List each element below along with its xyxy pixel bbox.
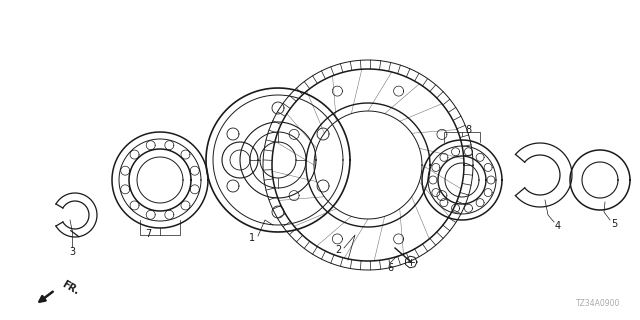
Text: 3: 3	[69, 247, 75, 257]
Text: 2: 2	[335, 245, 341, 255]
Text: FR.: FR.	[60, 279, 81, 297]
Text: 4: 4	[555, 221, 561, 231]
Text: TZ34A0900: TZ34A0900	[575, 299, 620, 308]
Text: 6: 6	[387, 263, 393, 273]
Text: 1: 1	[249, 233, 255, 243]
Text: 8: 8	[465, 125, 471, 135]
Text: 7: 7	[145, 229, 151, 239]
Text: 5: 5	[611, 219, 617, 229]
